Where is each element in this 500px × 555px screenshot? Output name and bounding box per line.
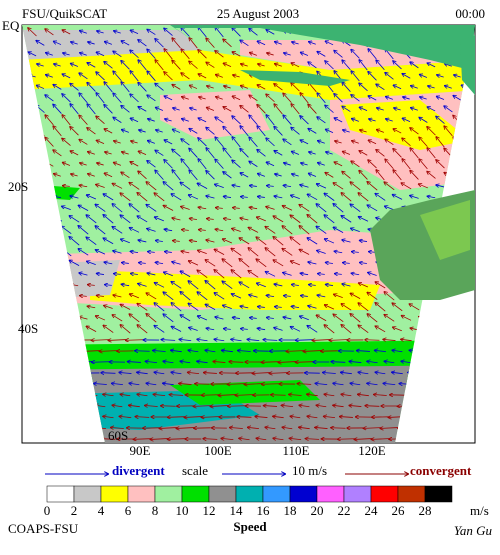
lon-label: 120E: [358, 443, 386, 458]
colorbar-tick: 8: [152, 503, 159, 518]
colorbar-swatch: [128, 486, 155, 502]
colorbar-tick: 22: [338, 503, 351, 518]
lat-label: EQ: [2, 18, 20, 33]
scale-magnitude: 10 m/s: [292, 463, 327, 478]
colorbar-swatch: [290, 486, 317, 502]
source: COAPS-FSU: [8, 521, 79, 536]
colorbar-swatch: [182, 486, 209, 502]
colorbar-tick: 6: [125, 503, 132, 518]
scale-label: scale: [182, 463, 208, 478]
colorbar-tick: 2: [71, 503, 78, 518]
lon-label: 100E: [204, 443, 232, 458]
colorbar-tick: 0: [44, 503, 51, 518]
colorbar-swatch: [425, 486, 452, 502]
colorbar-tick: 16: [257, 503, 271, 518]
colorbar-swatch: [47, 486, 74, 502]
colorbar-tick: 28: [419, 503, 432, 518]
wind-vector: [331, 428, 346, 429]
wind-vector: [338, 439, 355, 440]
colorbar-tick: 12: [203, 503, 216, 518]
colorbar-tick: 18: [284, 503, 297, 518]
colorbar-tick: 10: [176, 503, 189, 518]
colorbar-swatch: [263, 486, 290, 502]
convergent-label: convergent: [410, 463, 472, 478]
colorbar-swatch: [236, 486, 263, 502]
colorbar-tick: 24: [365, 503, 379, 518]
lat-label: 40S: [18, 321, 38, 336]
lat-label: 20S: [8, 179, 28, 194]
wind-vector: [262, 384, 279, 385]
colorbar-swatch: [398, 486, 425, 502]
date: 25 August 2003: [217, 6, 299, 21]
lon-label: 110E: [283, 443, 310, 458]
colorbar-tick: 26: [392, 503, 406, 518]
time: 00:00: [455, 6, 485, 21]
divergent-label: divergent: [112, 463, 165, 478]
colorbar-unit: m/s: [470, 503, 489, 518]
colorbar-tick: 4: [98, 503, 105, 518]
wind-vector: [195, 384, 210, 385]
author: Yan Gu: [454, 523, 493, 538]
lat-label: 60S: [108, 428, 128, 443]
colorbar-tick: 14: [230, 503, 244, 518]
wind-vector: [365, 340, 379, 341]
colorbar-swatch: [317, 486, 344, 502]
title: FSU/QuikSCAT: [22, 6, 107, 21]
colorbar-tick: 20: [311, 503, 324, 518]
wind-vector: [126, 340, 143, 341]
colorbar-title: Speed: [233, 519, 267, 534]
colorbar-swatch: [209, 486, 236, 502]
colorbar-swatch: [101, 486, 128, 502]
wind-vector: [202, 395, 219, 396]
colorbar-swatch: [155, 486, 182, 502]
colorbar-swatch: [344, 486, 371, 502]
colorbar-swatch: [371, 486, 398, 502]
lon-label: 90E: [130, 443, 151, 458]
colorbar-swatch: [74, 486, 101, 502]
